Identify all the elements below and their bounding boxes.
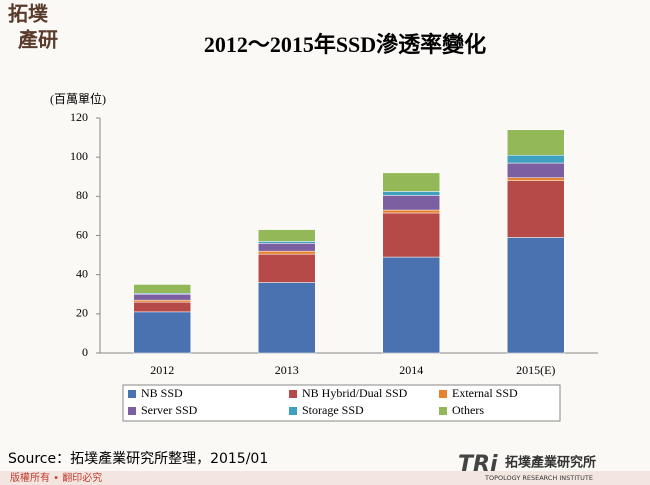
y-tick-label: 120 (70, 110, 88, 124)
bar-segment (258, 229, 316, 242)
legend-label: Others (452, 403, 484, 417)
brand: TRi (458, 452, 498, 477)
bar-segment (133, 284, 191, 294)
org: 拓墣產業研究所 (505, 455, 596, 471)
bar-segment (507, 177, 565, 181)
bar-segment (382, 191, 440, 196)
bar-segment (382, 195, 440, 211)
bar-segment (133, 311, 191, 354)
legend-label: NB Hybrid/Dual SSD (302, 386, 408, 400)
bar-segment (258, 250, 316, 255)
legend-label: External SSD (452, 386, 518, 400)
y-tick-label: 0 (82, 345, 88, 359)
legend-label: Server SSD (141, 403, 198, 417)
legend-swatch (439, 407, 447, 415)
y-tick-label: 60 (76, 227, 88, 241)
legend-swatch (439, 390, 447, 398)
y-tick-label: 80 (76, 188, 88, 202)
footer-bar (0, 471, 650, 485)
y-axis-label: (百萬單位) (50, 91, 106, 106)
bar-segment (258, 243, 316, 252)
bar-segment (133, 299, 191, 303)
x-tick-label: 2012 (150, 363, 174, 377)
logo-line: 拓墣 (8, 3, 49, 26)
bar-segment (507, 237, 565, 354)
bar-segment (507, 154, 565, 164)
bar-segment (507, 162, 565, 178)
legend-swatch (128, 407, 136, 415)
y-tick-label: 40 (76, 266, 88, 280)
org-en: TOPOLOGY RESEARCH INSTITUTE (484, 474, 593, 482)
copyright: 版權所有 • 翻印必究 (10, 471, 102, 484)
source: Source：拓墣產業研究所整理，2015/01 (8, 450, 268, 467)
bar-segment (258, 282, 316, 354)
legend-swatch (128, 390, 136, 398)
x-tick-label: 2013 (275, 363, 299, 377)
logo-line: 產研 (18, 28, 58, 52)
bar-segment (507, 180, 565, 238)
y-tick-label: 100 (70, 149, 88, 163)
legend-label: Storage SSD (302, 403, 364, 417)
bar-segment (133, 294, 191, 301)
bar-segment (382, 209, 440, 214)
bar-segment (133, 301, 191, 313)
x-tick-label: 2014 (399, 363, 423, 377)
bar-segment (382, 212, 440, 258)
legend-swatch (289, 390, 297, 398)
bar-segment (258, 253, 316, 283)
x-tick-label: 2015(E) (516, 363, 555, 377)
y-tick-label: 20 (76, 306, 88, 320)
legend-swatch (289, 407, 297, 415)
legend-label: NB SSD (141, 386, 183, 400)
bar-segment (258, 241, 316, 244)
legend (122, 384, 561, 422)
bar-segment (382, 172, 440, 192)
chart-title: 2012～2015年SSD滲透率變化 (204, 32, 486, 57)
bar-segment (382, 256, 440, 354)
bar-segment (507, 129, 565, 156)
